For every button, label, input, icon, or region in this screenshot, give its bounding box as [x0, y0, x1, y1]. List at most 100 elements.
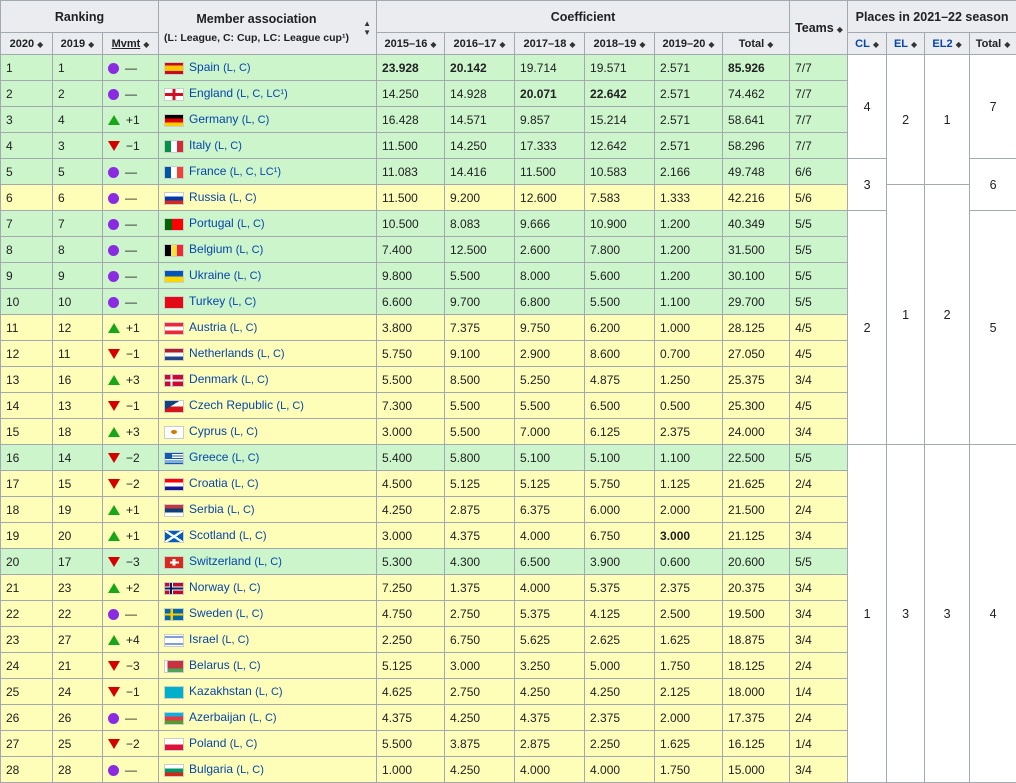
association-link[interactable]: Israel — [189, 632, 218, 646]
belgium-flag-icon — [164, 244, 184, 257]
coef-c1: 5.125 — [377, 653, 445, 679]
sort-icon[interactable]: ◆ — [430, 40, 436, 49]
teams-header[interactable]: Teams◆ — [790, 1, 848, 55]
sort-icon[interactable]: ▲▼ — [363, 19, 371, 37]
sort-icon[interactable]: ◆ — [88, 40, 94, 49]
coef-c1: 11.500 — [377, 133, 445, 159]
sort-icon[interactable]: ◆ — [639, 40, 645, 49]
association-link[interactable]: England — [189, 86, 233, 100]
association-link[interactable]: Italy — [189, 138, 211, 152]
places-cl: 3 — [848, 159, 887, 211]
sort-icon[interactable]: ◆ — [1004, 40, 1010, 49]
col-mvmt-header[interactable]: Mvmt◆ — [103, 33, 159, 55]
association-link[interactable]: Switzerland — [189, 554, 251, 568]
col-2020-header[interactable]: 2020◆ — [1, 33, 53, 55]
spain-flag-icon — [164, 62, 184, 75]
coef-total: 21.625 — [723, 471, 790, 497]
col-el2-header[interactable]: EL2 ◆ — [925, 33, 970, 55]
teams-value: 4/5 — [790, 341, 848, 367]
association-link[interactable]: Azerbaijan — [189, 710, 246, 724]
coef-c4: 2.625 — [585, 627, 655, 653]
movement: −2 — [103, 731, 159, 757]
rank-2019: 3 — [53, 133, 103, 159]
association-link[interactable]: Belgium — [189, 242, 232, 256]
sort-icon[interactable]: ◆ — [911, 40, 917, 49]
association-link[interactable]: Kazakhstan — [189, 684, 252, 698]
association-link[interactable]: Netherlands — [189, 346, 254, 360]
rank-2019: 19 — [53, 497, 103, 523]
association-link[interactable]: Poland — [189, 736, 226, 750]
coef-c1: 10.500 — [377, 211, 445, 237]
cl-link[interactable]: CL — [855, 38, 870, 50]
col-el-header[interactable]: EL◆ — [887, 33, 925, 55]
col-1718-header[interactable]: 2017–18◆ — [515, 33, 585, 55]
col-1920-header[interactable]: 2019–20◆ — [655, 33, 723, 55]
association: Cyprus (L, C) — [159, 419, 377, 445]
col-places-total-header[interactable]: Total◆ — [970, 33, 1016, 55]
el-link[interactable]: EL — [894, 38, 908, 50]
coef-c4: 4.000 — [585, 757, 655, 783]
sort-icon[interactable]: ◆ — [837, 25, 843, 34]
rank-2020: 27 — [1, 731, 53, 757]
coef-c1: 7.300 — [377, 393, 445, 419]
coef-c3: 11.500 — [515, 159, 585, 185]
sort-icon[interactable]: ◆ — [956, 40, 962, 49]
coef-c5: 1.100 — [655, 445, 723, 471]
teams-value: 5/5 — [790, 289, 848, 315]
places-el2: 1 — [925, 55, 970, 185]
movement-value: — — [125, 295, 137, 309]
association-link[interactable]: Scotland — [189, 528, 236, 542]
association-link[interactable]: Denmark — [189, 372, 238, 386]
association: Spain (L, C) — [159, 55, 377, 81]
down-arrow-icon — [108, 739, 120, 749]
movement: — — [103, 237, 159, 263]
mvmt-link[interactable]: Mvmt — [112, 38, 141, 50]
col-1516-header[interactable]: 2015–16◆ — [377, 33, 445, 55]
association-link[interactable]: Cyprus — [189, 424, 227, 438]
sort-icon[interactable]: ◆ — [767, 40, 773, 49]
coef-c3: 5.100 — [515, 445, 585, 471]
down-arrow-icon — [108, 479, 120, 489]
association-link[interactable]: Sweden — [189, 606, 232, 620]
coef-c5: 1.625 — [655, 627, 723, 653]
association-link[interactable]: Czech Republic — [189, 398, 273, 412]
el2-link[interactable]: EL2 — [932, 38, 952, 50]
association-link[interactable]: France — [189, 164, 226, 178]
association-link[interactable]: Germany — [189, 112, 238, 126]
sort-icon[interactable]: ◆ — [873, 40, 879, 49]
col-1819-header[interactable]: 2018–19◆ — [585, 33, 655, 55]
sort-icon[interactable]: ◆ — [37, 40, 43, 49]
up-arrow-icon — [108, 531, 120, 541]
association-link[interactable]: Austria — [189, 320, 226, 334]
rank-2019: 10 — [53, 289, 103, 315]
association-link[interactable]: Russia — [189, 190, 226, 204]
association-link[interactable]: Serbia — [189, 502, 224, 516]
sort-icon[interactable]: ◆ — [569, 40, 575, 49]
col-2019-header[interactable]: 2019◆ — [53, 33, 103, 55]
association-link[interactable]: Croatia — [189, 476, 228, 490]
association-link[interactable]: Portugal — [189, 216, 234, 230]
sort-icon[interactable]: ◆ — [143, 40, 149, 49]
association-link[interactable]: Bulgaria — [189, 762, 233, 776]
association-link[interactable]: Belarus — [189, 658, 230, 672]
association-link[interactable]: Greece — [189, 450, 228, 464]
member-association-header[interactable]: Member association (L: League, C: Cup, L… — [159, 1, 377, 55]
association-link[interactable]: Ukraine — [189, 268, 230, 282]
col-total-header[interactable]: Total◆ — [723, 33, 790, 55]
coef-c4: 19.571 — [585, 55, 655, 81]
association: Greece (L, C) — [159, 445, 377, 471]
association-link[interactable]: Spain — [189, 60, 220, 74]
coef-total: 24.000 — [723, 419, 790, 445]
coef-c4: 5.375 — [585, 575, 655, 601]
rank-2020: 2 — [1, 81, 53, 107]
association-link[interactable]: Turkey — [189, 294, 225, 308]
col-cl-header[interactable]: CL◆ — [848, 33, 887, 55]
sort-icon[interactable]: ◆ — [708, 40, 714, 49]
coef-c1: 16.428 — [377, 107, 445, 133]
coef-c3: 4.000 — [515, 523, 585, 549]
sort-icon[interactable]: ◆ — [499, 40, 505, 49]
circle-icon — [108, 297, 119, 308]
col-1617-header[interactable]: 2016–17◆ — [445, 33, 515, 55]
association-link[interactable]: Norway — [189, 580, 230, 594]
